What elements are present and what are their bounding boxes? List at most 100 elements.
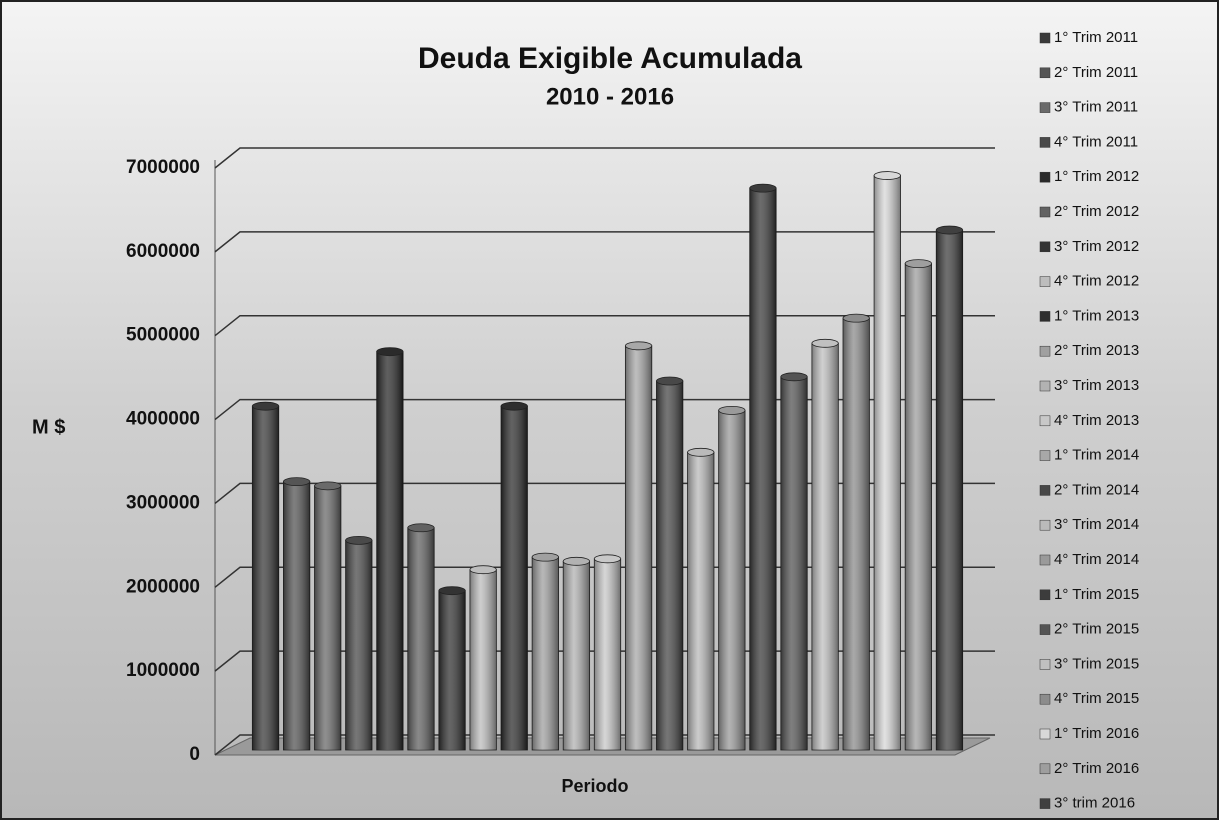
y-tick-label: 3000000 [126,492,200,513]
legend-label: 3° Trim 2015 [1054,655,1139,672]
y-tick-label: 7000000 [126,157,200,178]
bar-shade [687,452,714,750]
legend-swatch [1039,171,1051,183]
bar-top [251,401,280,411]
bar-shade [780,376,808,750]
legend-label: 1° Trim 2011 [1054,29,1138,46]
bar-top [687,447,715,457]
legend-swatch [1039,763,1051,775]
y-tick-label: 1000000 [126,660,200,681]
legend-swatch [1039,554,1051,566]
bar-top [593,554,622,564]
legend-swatch [1039,450,1051,461]
legend-swatch [1039,345,1051,357]
bar-shade [345,540,373,750]
legend-label: 1° Trim 2013 [1054,307,1139,324]
legend-label: 2° Trim 2012 [1054,203,1139,220]
bar-shade [625,345,652,750]
legend-swatch [1039,589,1051,601]
bar-shade [749,188,777,750]
bar-top [656,376,684,386]
legend-label: 1° Trim 2016 [1054,725,1139,742]
bar-shade [252,406,279,750]
legend-label: 3° Trim 2011 [1054,99,1138,116]
y-tick-label: 0 [189,744,200,765]
legend-label: 2° Trim 2016 [1054,760,1139,777]
legend-swatch [1039,206,1051,218]
grid-line [214,231,995,253]
bar-shade [314,485,341,750]
bar-shade [563,561,590,750]
bar-top [500,401,528,411]
legend-swatch [1039,693,1051,705]
bar-shade [376,351,404,750]
legend-swatch [1039,485,1051,496]
bar-shade [438,590,466,750]
bar-shade [811,343,839,750]
bar-shade [656,381,683,750]
bar-top [780,372,808,382]
bar-top [407,523,435,533]
y-tick-label: 2000000 [126,576,200,597]
y-axis-label: M $ [32,416,65,438]
y-tick-label: 6000000 [126,241,200,262]
grid-line [214,314,995,337]
legend-label: 2° Trim 2011 [1054,64,1138,81]
grid-line [214,398,995,421]
bar-top [376,347,404,357]
y-tick-label: 4000000 [126,409,200,430]
legend-swatch [1039,659,1051,670]
bar-top [842,313,870,323]
legend-swatch [1039,798,1051,809]
legend-swatch [1039,311,1051,322]
bar-top [749,183,777,193]
bar-top [873,171,901,180]
bar-top [718,405,746,415]
bar-shade [842,318,870,750]
chart-title: Deuda Exigible Acumulada [418,42,802,75]
bar-shade [594,558,621,750]
bar-shade [905,263,932,750]
x-axis-label: Periodo [561,776,628,796]
y-tick-label: 5000000 [126,325,200,346]
legend-label: 4° Trim 2014 [1054,551,1139,568]
legend-label: 1° Trim 2014 [1054,447,1139,464]
legend-swatch [1039,67,1051,79]
bar-shade [469,569,497,750]
legend-swatch [1039,32,1051,44]
bar-shade [874,175,901,751]
bar-shade [283,481,310,750]
legend-label: 3° Trim 2014 [1054,516,1139,533]
legend-label: 3° trim 2016 [1054,795,1135,812]
legend-label: 4° Trim 2015 [1054,690,1139,707]
bar-top [935,225,964,235]
bar-top [531,552,559,562]
bar-top [811,338,839,348]
legend-swatch [1039,276,1051,287]
legend-label: 4° Trim 2012 [1054,273,1139,290]
legend-swatch [1039,241,1051,253]
legend-label: 4° Trim 2013 [1054,412,1139,429]
bar-shade [501,406,528,750]
legend-label: 1° Trim 2015 [1054,586,1139,603]
bar-top [904,259,932,269]
bar-shade [532,557,559,750]
bar-top [345,535,373,545]
bar-shade [936,230,963,751]
legend-swatch [1039,102,1051,113]
legend-swatch [1039,519,1051,531]
bar-top [314,481,342,491]
legend-label: 4° Trim 2011 [1054,133,1138,150]
bar-top [562,556,591,566]
legend-label: 2° Trim 2014 [1054,481,1139,498]
bar-shade [407,527,435,750]
bar-top [283,477,311,487]
legend-swatch [1039,137,1051,148]
legend-label: 3° Trim 2012 [1054,238,1139,255]
legend-swatch [1039,380,1051,392]
bar-top [469,565,497,575]
legend-label: 2° Trim 2015 [1054,621,1139,638]
bar-top [624,341,653,351]
chart-subtitle: 2010 - 2016 [546,83,674,110]
bar-top [438,586,466,596]
